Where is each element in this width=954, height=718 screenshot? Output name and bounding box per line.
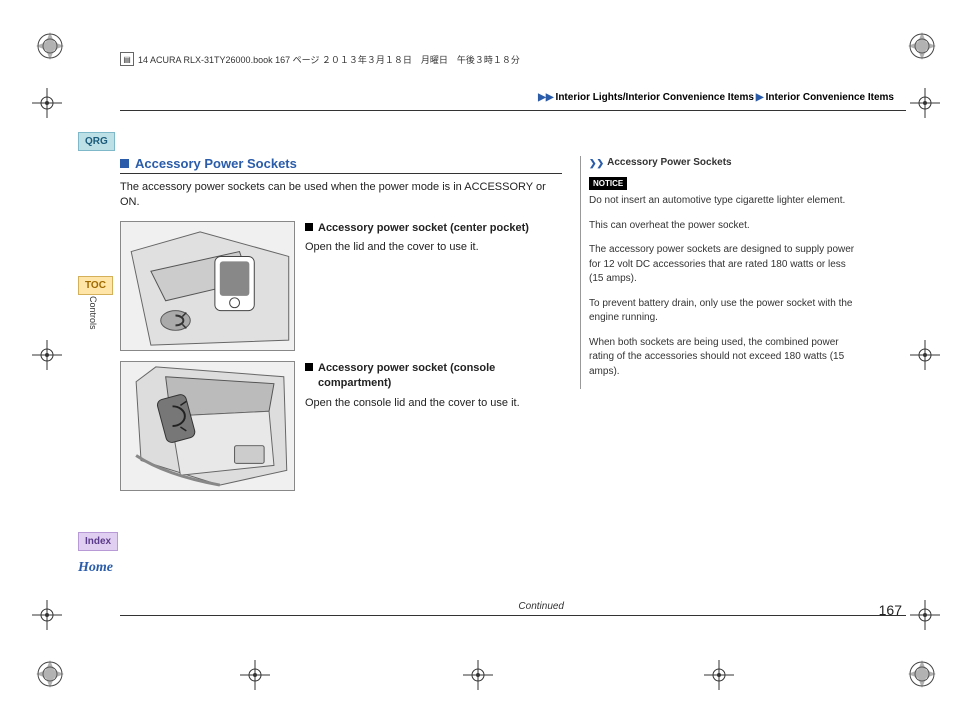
square-bullet-icon (305, 363, 313, 371)
file-header-text: 14 ACURA RLX-31TY26000.book 167 ページ ２０１３… (138, 53, 520, 66)
square-bullet-icon (120, 159, 129, 168)
crop-mark (32, 600, 62, 630)
sidebar-paragraph: The accessory power sockets are designed… (589, 243, 862, 287)
subsection-center-pocket: Accessory power socket (center pocket) O… (120, 221, 562, 351)
home-button[interactable]: Home (78, 560, 113, 576)
sidebar-paragraph: This can overheat the power socket. (589, 219, 862, 234)
registration-mark (908, 32, 936, 60)
sidebar-ref: ❯❯ Accessory Power Sockets (589, 156, 862, 171)
divider (120, 615, 906, 616)
qrg-button[interactable]: QRG (78, 132, 115, 151)
notice-badge: NOTICE (589, 177, 627, 191)
file-header: ▤ 14 ACURA RLX-31TY26000.book 167 ページ ２０… (120, 52, 520, 66)
crop-mark (32, 340, 62, 370)
sidebar-paragraph: To prevent battery drain, only use the p… (589, 297, 862, 326)
sub-text: Open the lid and the cover to use it. (305, 240, 562, 255)
crop-mark (910, 88, 940, 118)
breadcrumb-arrow-icon: ▶ (756, 92, 764, 103)
subsection-console: Accessory power socket (console compartm… (120, 361, 562, 491)
crop-mark (463, 660, 493, 690)
breadcrumb-arrow-icon: ▶▶ (538, 92, 553, 103)
main-content: Accessory Power Sockets The accessory po… (120, 156, 562, 501)
registration-mark (36, 660, 64, 688)
crop-mark (240, 660, 270, 690)
crop-mark (32, 88, 62, 118)
section-title: Accessory Power Sockets (120, 156, 562, 174)
continued-label: Continued (518, 601, 564, 612)
breadcrumb: ▶▶Interior Lights/Interior Convenience I… (536, 92, 894, 103)
breadcrumb-level1: Interior Lights/Interior Convenience Ite… (556, 92, 754, 103)
toc-button[interactable]: TOC (78, 276, 113, 295)
sub-text: Open the console lid and the cover to us… (305, 396, 562, 411)
sidebar-ref-text: Accessory Power Sockets (607, 156, 732, 171)
subheading: Accessory power socket (console compartm… (318, 361, 562, 392)
sidebar-paragraph: When both sockets are being used, the co… (589, 336, 862, 380)
crop-mark (910, 340, 940, 370)
registration-mark (36, 32, 64, 60)
page-number: 167 (879, 602, 902, 618)
crop-mark (910, 600, 940, 630)
square-bullet-icon (305, 223, 313, 231)
sidebar-notes: ❯❯ Accessory Power Sockets NOTICE Do not… (580, 156, 862, 389)
section-title-text: Accessory Power Sockets (135, 156, 297, 171)
book-icon: ▤ (120, 52, 134, 66)
index-button[interactable]: Index (78, 532, 118, 551)
illustration-console (120, 361, 295, 491)
illustration-center-pocket (120, 221, 295, 351)
crop-mark (704, 660, 734, 690)
breadcrumb-level2: Interior Convenience Items (766, 92, 894, 103)
section-tab-controls[interactable]: Controls (88, 296, 98, 330)
sidebar-paragraph: Do not insert an automotive type cigaret… (589, 194, 862, 209)
divider (120, 110, 906, 111)
chevron-icon: ❯❯ (589, 157, 604, 170)
registration-mark (908, 660, 936, 688)
subheading: Accessory power socket (center pocket) (318, 221, 529, 236)
intro-text: The accessory power sockets can be used … (120, 180, 562, 211)
